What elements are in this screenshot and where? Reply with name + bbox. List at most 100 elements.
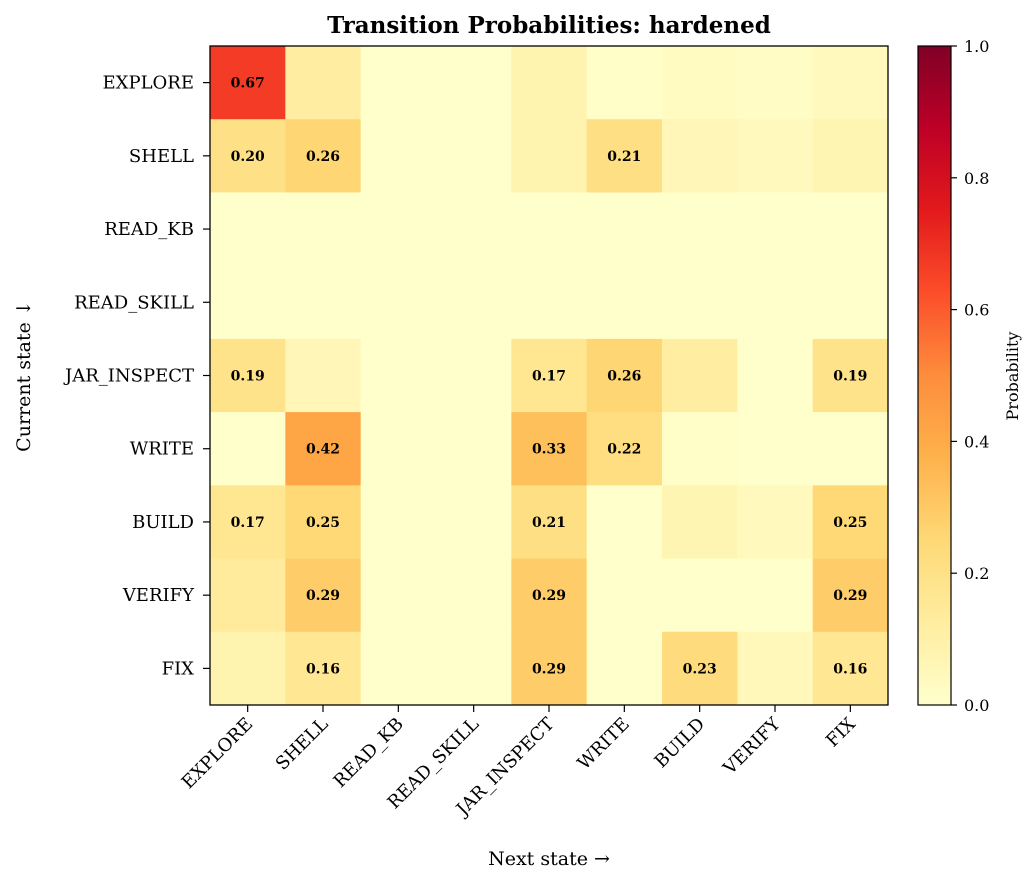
colorbar-tick-label: 0.8 — [964, 169, 989, 188]
heatmap-cell-read_kb-read_skill — [436, 192, 512, 267]
colorbar-tick-label: 1.0 — [964, 37, 989, 56]
heatmap-cell-build-shell — [285, 485, 362, 560]
cell-value-label: 0.29 — [532, 588, 566, 604]
heatmap-cell-verify-explore — [210, 558, 286, 633]
heatmap-cell-explore-shell — [285, 46, 362, 120]
heatmap-cell-verify-build — [662, 558, 738, 633]
cell-value-label: 0.67 — [231, 76, 265, 92]
heatmap-cell-explore-fix — [812, 46, 889, 120]
heatmap-cell-read_skill-shell — [285, 265, 362, 340]
heatmap-cell-fix-jar_inspect — [511, 631, 588, 706]
heatmap-cell-jar_inspect-verify — [737, 338, 814, 413]
heatmap-cell-verify-shell — [285, 558, 362, 633]
heatmap-cell-read_skill-build — [662, 265, 738, 340]
heatmap-cell-write-fix — [812, 412, 889, 486]
cell-value-label: 0.22 — [607, 442, 641, 458]
cell-value-label: 0.29 — [833, 588, 867, 604]
y-tick-label: FIX — [162, 658, 195, 679]
heatmap-cell-read_kb-shell — [285, 192, 362, 267]
heatmap-cell-write-write — [586, 412, 663, 486]
heatmap-cell-read_skill-read_skill — [436, 265, 512, 340]
heatmap-cell-shell-jar_inspect — [511, 119, 588, 193]
heatmap-cell-fix-read_kb — [360, 631, 437, 706]
heatmap-cell-read_kb-verify — [737, 192, 814, 267]
heatmap-cell-fix-explore — [210, 631, 286, 706]
x-tick-label: SHELL — [272, 714, 333, 775]
heatmap-cell-jar_inspect-fix — [812, 338, 889, 413]
heatmap-cell-build-read_kb — [360, 485, 437, 560]
heatmap-cell-shell-shell — [285, 119, 362, 193]
cell-value-label: 0.21 — [607, 149, 641, 165]
y-tick-label: BUILD — [132, 512, 194, 533]
cell-value-label: 0.25 — [306, 515, 340, 531]
heatmap-cell-build-verify — [737, 485, 814, 560]
cell-value-label: 0.26 — [607, 369, 641, 385]
cell-value-label: 0.25 — [833, 515, 867, 531]
heatmap-cell-read_kb-fix — [812, 192, 889, 267]
heatmap-cell-shell-build — [662, 119, 738, 193]
chart-title: Transition Probabilities: hardened — [327, 12, 771, 39]
heatmap-cell-build-read_skill — [436, 485, 512, 560]
heatmap-cell-verify-jar_inspect — [511, 558, 588, 633]
cell-value-label: 0.16 — [306, 661, 340, 677]
y-tick-label: EXPLORE — [103, 73, 194, 94]
cell-value-label: 0.16 — [833, 661, 867, 677]
x-axis-label: Next state → — [488, 848, 610, 870]
x-tick-label: EXPLORE — [178, 714, 258, 794]
heatmap-cell-shell-read_kb — [360, 119, 437, 193]
heatmap-cell-read_kb-jar_inspect — [511, 192, 588, 267]
heatmap-cell-jar_inspect-read_kb — [360, 338, 437, 413]
heatmap-cell-explore-jar_inspect — [511, 46, 588, 120]
y-tick-label: READ_KB — [104, 219, 194, 240]
heatmap-cell-explore-verify — [737, 46, 814, 120]
y-tick-label: JAR_INSPECT — [63, 366, 194, 387]
heatmap-cell-read_kb-build — [662, 192, 738, 267]
heatmap-cell-shell-read_skill — [436, 119, 512, 193]
y-tick-label: READ_SKILL — [74, 292, 194, 313]
colorbar-tick-label: 0.4 — [964, 432, 989, 451]
heatmap-cell-read_skill-verify — [737, 265, 814, 340]
colorbar — [917, 45, 952, 706]
heatmap-cell-fix-shell — [285, 631, 362, 706]
colorbar-tick-label: 0.0 — [964, 696, 989, 715]
heatmap-cell-jar_inspect-jar_inspect — [511, 338, 588, 413]
cell-value-label: 0.20 — [231, 149, 265, 165]
heatmap-cell-build-explore — [210, 485, 286, 560]
heatmap-cell-build-write — [586, 485, 663, 560]
heatmap-cell-verify-fix — [812, 558, 889, 633]
heatmap-cell-explore-explore — [210, 46, 286, 120]
x-tick-label: FIX — [822, 714, 860, 752]
heatmap-cell-read_kb-explore — [210, 192, 286, 267]
cell-value-label: 0.33 — [532, 442, 566, 458]
heatmap-cell-write-read_kb — [360, 412, 437, 486]
x-tick-label: VERIFY — [719, 713, 786, 780]
cell-value-label: 0.29 — [306, 588, 340, 604]
heatmap-cell-write-read_skill — [436, 412, 512, 486]
heatmap-cell-build-build — [662, 485, 738, 560]
heatmap-cell-fix-verify — [737, 631, 814, 706]
heatmap-cell-read_skill-fix — [812, 265, 889, 340]
cell-value-label: 0.17 — [532, 369, 566, 385]
y-tick-label: VERIFY — [122, 585, 195, 606]
heatmap-cell-fix-write — [586, 631, 663, 706]
x-tick-label: READ_KB — [330, 714, 408, 792]
heatmap-cell-write-jar_inspect — [511, 412, 588, 486]
heatmap-cell-read_kb-read_kb — [360, 192, 437, 267]
heatmap-cell-read_skill-jar_inspect — [511, 265, 588, 340]
cell-value-label: 0.42 — [306, 442, 340, 458]
heatmap-cell-write-verify — [737, 412, 814, 486]
cell-value-label: 0.21 — [532, 515, 566, 531]
cell-value-label: 0.19 — [833, 369, 867, 385]
heatmap-cell-shell-fix — [812, 119, 889, 193]
heatmap-cell-jar_inspect-write — [586, 338, 663, 413]
heatmap-cell-jar_inspect-build — [662, 338, 738, 413]
heatmap-cell-write-explore — [210, 412, 286, 486]
heatmap-cell-read_skill-read_kb — [360, 265, 437, 340]
heatmap-cell-verify-verify — [737, 558, 814, 633]
heatmap-cell-explore-build — [662, 46, 738, 120]
x-tick-label: BUILD — [651, 714, 710, 773]
colorbar-tick-label: 0.6 — [964, 301, 989, 320]
cell-value-label: 0.17 — [231, 515, 265, 531]
heatmap-cell-build-fix — [812, 485, 889, 560]
